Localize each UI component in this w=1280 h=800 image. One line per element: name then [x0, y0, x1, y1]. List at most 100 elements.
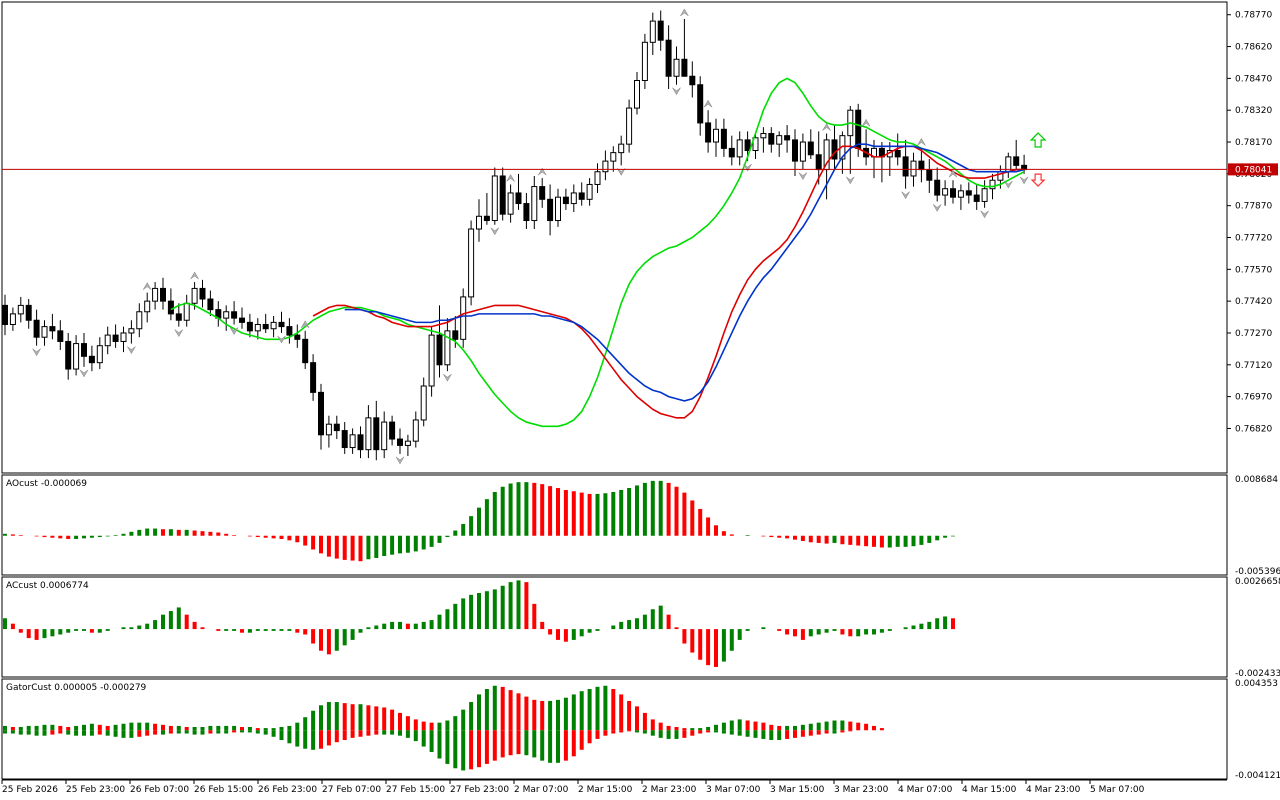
- bear-candle: [246, 321, 253, 332]
- bull-candle: [760, 133, 767, 139]
- gator-axis-label: -0.004121: [1235, 771, 1280, 781]
- bear-candle: [483, 215, 490, 222]
- pane-frame: [1, 576, 1228, 678]
- bull-candle: [989, 179, 996, 190]
- bear-candle: [807, 141, 814, 156]
- bull-candle: [586, 183, 593, 200]
- bear-candle: [705, 122, 712, 143]
- price-axis-label: 0.77720: [1235, 234, 1272, 244]
- bull-candle: [152, 287, 159, 302]
- bear-candle: [175, 313, 182, 321]
- time-axis-label: 26 Feb 07:00: [130, 785, 189, 795]
- price-axis-label: 0.77570: [1235, 265, 1272, 275]
- fractal-up-marker: [917, 137, 926, 146]
- fractal-down-marker: [79, 369, 89, 378]
- bear-candle: [547, 198, 554, 222]
- fractal-up-marker: [703, 99, 713, 108]
- bull-candle: [713, 128, 719, 143]
- time-axis-label: 26 Feb 15:00: [194, 785, 253, 795]
- bull-candle: [957, 190, 964, 198]
- bull-candle: [270, 321, 277, 330]
- bear-candle: [926, 169, 933, 181]
- bull-candle: [460, 296, 467, 340]
- bear-candle: [965, 190, 972, 196]
- bull-candle: [942, 188, 949, 196]
- bull-candle: [9, 313, 16, 325]
- time-axis-label: 2 Mar 23:00: [642, 785, 697, 795]
- bear-candle: [88, 355, 95, 364]
- alligator-line: [170, 77, 1025, 428]
- time-axis-label: 4 Mar 07:00: [898, 785, 953, 795]
- time-axis-label: 4 Mar 15:00: [962, 785, 1017, 795]
- bull-candle: [412, 419, 419, 442]
- bear-candle: [855, 109, 862, 149]
- price-axis-label: 0.77270: [1235, 329, 1272, 339]
- bull-candle: [349, 434, 356, 449]
- bear-candle: [262, 323, 269, 330]
- price-axis-label: 0.77120: [1235, 361, 1272, 371]
- bear-candle: [278, 321, 285, 328]
- fractal-down-marker: [490, 227, 500, 236]
- bear-candle: [167, 300, 174, 315]
- bull-candle: [476, 215, 482, 230]
- bear-candle: [436, 334, 443, 366]
- bear-candle: [918, 160, 925, 171]
- bull-candle: [910, 160, 917, 177]
- bear-candle: [720, 128, 727, 149]
- bull-candle: [17, 304, 24, 315]
- bull-candle: [626, 107, 633, 145]
- fractal-down-marker: [932, 204, 942, 212]
- bull-candle: [128, 328, 135, 334]
- time-axis-label: 25 Feb 2026: [2, 785, 58, 795]
- alligator-line: [344, 143, 1025, 402]
- bear-candle: [934, 179, 941, 196]
- fractal-down-marker: [174, 329, 184, 338]
- bear-candle: [373, 417, 380, 451]
- price-axis-label: 0.77420: [1235, 297, 1272, 307]
- bear-candle: [333, 423, 340, 432]
- bull-candle: [634, 80, 640, 109]
- current-price-tag: [1228, 163, 1278, 176]
- time-axis-label: 27 Feb 07:00: [322, 785, 381, 795]
- bear-candle: [286, 326, 293, 336]
- bear-candle: [81, 343, 87, 357]
- fractal-up-marker: [948, 169, 958, 178]
- bull-candle: [555, 196, 561, 222]
- time-axis-label: 26 Feb 23:00: [258, 785, 317, 795]
- time-axis-label: 2 Mar 07:00: [514, 785, 569, 795]
- bear-candle: [697, 84, 704, 124]
- bear-candle: [1013, 156, 1020, 166]
- fractal-down-marker: [32, 348, 41, 357]
- fractal-up-marker: [300, 320, 310, 329]
- fractal-up-marker: [680, 8, 689, 17]
- pane-frame: [1, 1, 1228, 474]
- price-axis-label: 0.78770: [1235, 11, 1272, 21]
- bull-candle: [673, 58, 680, 77]
- bull-candle: [223, 311, 230, 319]
- bear-candle: [539, 186, 546, 200]
- green-up-arrow-icon: [1029, 132, 1047, 148]
- ac-pane-title: ACcust 0.0006774: [6, 581, 89, 591]
- fractal-up-marker: [537, 167, 547, 176]
- bull-candle: [183, 302, 190, 321]
- ac-histogram-axis-label: 0.0026658: [1235, 577, 1280, 587]
- bear-candle: [744, 139, 751, 152]
- bull-candle: [736, 139, 743, 158]
- fractal-down-marker: [229, 327, 239, 335]
- bull-candle: [507, 192, 514, 215]
- bear-candle: [341, 430, 348, 449]
- fractal-up-marker: [861, 118, 871, 127]
- bull-candle: [594, 171, 601, 185]
- bull-candle: [641, 41, 648, 81]
- fractal-down-marker: [846, 176, 855, 185]
- pane-frame: [1, 678, 1228, 780]
- time-axis-label: 2 Mar 15:00: [578, 785, 633, 795]
- bull-candle: [570, 192, 577, 205]
- bear-candle: [231, 311, 238, 319]
- bear-candle: [318, 391, 324, 436]
- fractal-down-marker: [1004, 180, 1013, 189]
- bull-candle: [428, 334, 435, 387]
- bear-candle: [894, 150, 901, 158]
- bear-candle: [357, 434, 364, 451]
